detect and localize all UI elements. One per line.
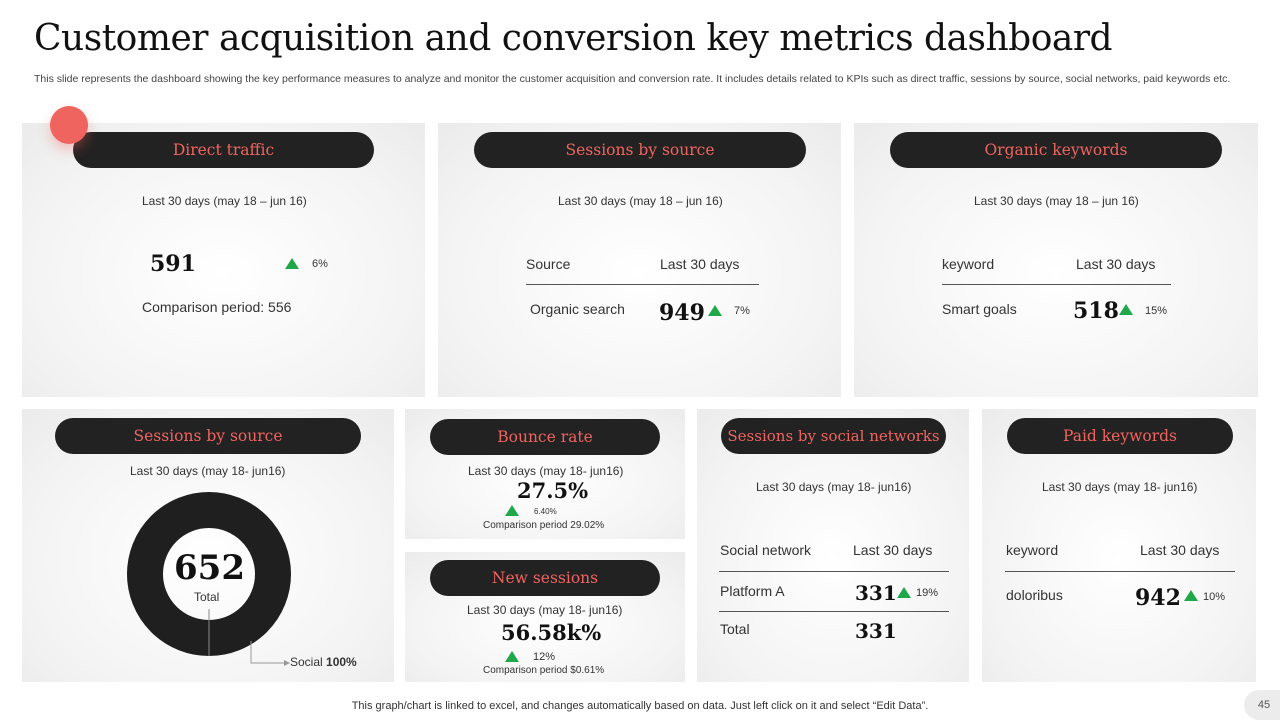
sessions-by-source-period: Last 30 days (may 18 – jun 16) bbox=[558, 194, 723, 208]
sessions-donut-panel: Sessions by source Last 30 days (may 18-… bbox=[22, 409, 394, 682]
sessions-donut-period: Last 30 days (may 18- jun16) bbox=[130, 464, 286, 478]
direct-traffic-comparison: Comparison period: 556 bbox=[142, 299, 292, 315]
sessions-by-source-panel: Sessions by source Last 30 days (may 18 … bbox=[438, 123, 841, 397]
social-table-divider-1 bbox=[719, 571, 949, 572]
paid-row-value: 942 bbox=[1135, 585, 1181, 611]
bounce-rate-value: 27.5% bbox=[517, 478, 589, 503]
sessions-donut-total: 652 bbox=[174, 548, 245, 588]
social-col-last30: Last 30 days bbox=[853, 542, 933, 558]
paid-row-label: doloribus bbox=[1006, 587, 1063, 603]
paid-col-last30: Last 30 days bbox=[1140, 542, 1220, 558]
paid-table-divider bbox=[1005, 571, 1235, 572]
new-sessions-panel: New sessions Last 30 days (may 18- jun16… bbox=[405, 552, 685, 682]
donut-legend-value: 100% bbox=[326, 655, 357, 669]
page-number: 45 bbox=[1244, 690, 1280, 720]
sessions-col-last30: Last 30 days bbox=[660, 256, 740, 272]
organic-col-keyword: keyword bbox=[942, 256, 995, 272]
bounce-rate-comparison: Comparison period 29.02% bbox=[483, 520, 605, 531]
social-networks-title: Sessions by social networks bbox=[721, 418, 946, 454]
organic-keywords-panel: Organic keywords Last 30 days (may 18 – … bbox=[854, 123, 1258, 397]
bounce-rate-title: Bounce rate bbox=[430, 419, 660, 455]
paid-keywords-period: Last 30 days (may 18- jun16) bbox=[1042, 480, 1198, 494]
social-row2-label: Total bbox=[720, 621, 750, 637]
bounce-rate-period: Last 30 days (may 18- jun16) bbox=[468, 464, 624, 478]
direct-traffic-title: Direct traffic bbox=[73, 132, 374, 168]
sessions-col-source: Source bbox=[526, 256, 571, 272]
direct-traffic-panel: Direct traffic Last 30 days (may 18 – ju… bbox=[22, 123, 425, 397]
organic-row-label: Smart goals bbox=[942, 301, 1017, 317]
sessions-row-up-icon bbox=[708, 305, 722, 316]
sessions-donut-chart bbox=[127, 492, 291, 656]
direct-traffic-period: Last 30 days (may 18 – jun 16) bbox=[142, 194, 307, 208]
donut-leader-line bbox=[250, 641, 290, 666]
social-row1-change: 19% bbox=[916, 587, 939, 599]
organic-row-up-icon bbox=[1119, 304, 1133, 315]
page-title: Customer acquisition and conversion key … bbox=[34, 18, 1113, 59]
direct-traffic-value: 591 bbox=[150, 251, 196, 277]
page-subtitle: This slide represents the dashboard show… bbox=[34, 73, 1231, 85]
paid-row-up-icon bbox=[1184, 590, 1198, 601]
social-row1-up-icon bbox=[897, 587, 911, 598]
social-row1-value: 331 bbox=[855, 581, 897, 605]
social-row2-value: 331 bbox=[855, 619, 897, 643]
new-sessions-change: 12% bbox=[533, 651, 556, 663]
sessions-row-change: 7% bbox=[734, 305, 750, 317]
social-table-divider-2 bbox=[719, 611, 949, 612]
new-sessions-period: Last 30 days (may 18- jun16) bbox=[467, 603, 623, 617]
sessions-row-label: Organic search bbox=[530, 301, 625, 317]
footer-note: This graph/chart is linked to excel, and… bbox=[351, 700, 929, 712]
sessions-donut-title: Sessions by source bbox=[55, 418, 361, 454]
social-networks-period: Last 30 days (may 18- jun16) bbox=[756, 480, 912, 494]
sessions-table-divider bbox=[526, 284, 759, 285]
decorative-circle bbox=[50, 106, 88, 144]
new-sessions-value: 56.58k% bbox=[501, 620, 602, 645]
donut-legend: Social 100% bbox=[290, 655, 357, 669]
bounce-rate-panel: Bounce rate Last 30 days (may 18- jun16)… bbox=[405, 409, 685, 539]
paid-row-change: 10% bbox=[1203, 591, 1226, 603]
bounce-rate-change: 6.40% bbox=[534, 507, 557, 516]
sessions-by-source-title: Sessions by source bbox=[474, 132, 806, 168]
paid-col-keyword: keyword bbox=[1006, 542, 1059, 558]
organic-row-change: 15% bbox=[1145, 305, 1168, 317]
direct-traffic-up-icon bbox=[285, 258, 299, 269]
new-sessions-comparison: Comparison period $0.61% bbox=[483, 665, 605, 676]
organic-keywords-title: Organic keywords bbox=[890, 132, 1222, 168]
direct-traffic-change: 6% bbox=[312, 258, 328, 270]
new-sessions-up-icon bbox=[505, 651, 519, 662]
organic-keywords-period: Last 30 days (may 18 – jun 16) bbox=[974, 194, 1139, 208]
donut-legend-label: Social bbox=[290, 655, 323, 669]
organic-col-last30: Last 30 days bbox=[1076, 256, 1156, 272]
new-sessions-title: New sessions bbox=[430, 560, 660, 596]
bounce-rate-up-icon bbox=[505, 505, 519, 516]
sessions-donut-total-label: Total bbox=[194, 590, 220, 604]
social-col-network: Social network bbox=[720, 542, 812, 558]
social-row1-label: Platform A bbox=[720, 583, 785, 599]
organic-row-value: 518 bbox=[1073, 298, 1119, 324]
paid-keywords-panel: Paid keywords Last 30 days (may 18- jun1… bbox=[982, 409, 1256, 682]
sessions-row-value: 949 bbox=[659, 300, 705, 326]
social-networks-panel: Sessions by social networks Last 30 days… bbox=[697, 409, 969, 682]
organic-table-divider bbox=[942, 284, 1171, 285]
paid-keywords-title: Paid keywords bbox=[1007, 418, 1233, 454]
